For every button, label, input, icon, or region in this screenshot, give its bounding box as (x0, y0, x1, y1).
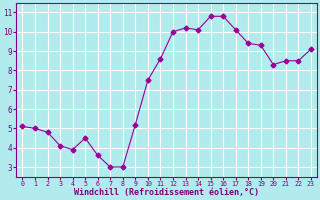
X-axis label: Windchill (Refroidissement éolien,°C): Windchill (Refroidissement éolien,°C) (74, 188, 259, 197)
